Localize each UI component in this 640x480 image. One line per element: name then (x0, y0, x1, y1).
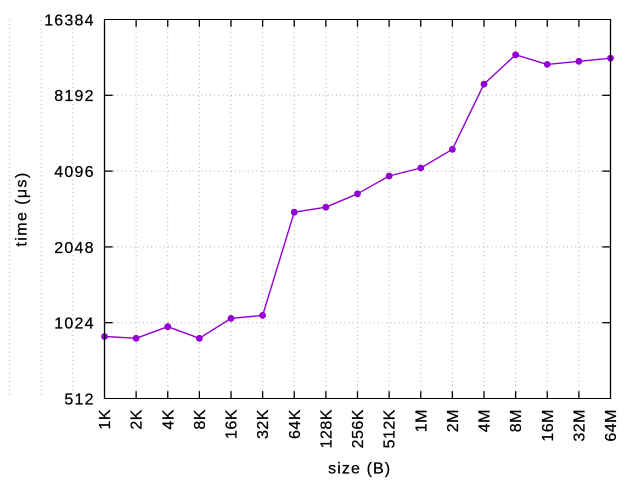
svg-text:2K: 2K (129, 409, 146, 430)
svg-text:64K: 64K (287, 409, 304, 439)
svg-text:2048: 2048 (54, 240, 94, 257)
svg-text:8K: 8K (192, 409, 209, 430)
svg-text:4K: 4K (160, 409, 177, 430)
svg-text:4096: 4096 (54, 164, 94, 181)
svg-text:16K: 16K (224, 409, 241, 439)
svg-text:4M: 4M (477, 409, 494, 432)
svg-text:time (μs): time (μs) (14, 171, 31, 246)
svg-text:1M: 1M (413, 409, 430, 432)
svg-text:8192: 8192 (54, 88, 94, 105)
svg-text:512K: 512K (382, 409, 399, 448)
svg-text:32M: 32M (571, 409, 588, 442)
svg-text:16384: 16384 (44, 12, 95, 29)
svg-text:256K: 256K (350, 409, 367, 448)
svg-text:32K: 32K (255, 409, 272, 439)
svg-text:128K: 128K (318, 409, 335, 448)
svg-text:16M: 16M (540, 409, 557, 442)
svg-text:size (B): size (B) (328, 461, 391, 478)
svg-text:512: 512 (64, 391, 94, 408)
svg-text:8M: 8M (508, 409, 525, 432)
svg-text:1024: 1024 (54, 316, 94, 333)
svg-text:64M: 64M (603, 409, 620, 442)
svg-text:1K: 1K (97, 409, 114, 430)
svg-text:2M: 2M (445, 409, 462, 432)
